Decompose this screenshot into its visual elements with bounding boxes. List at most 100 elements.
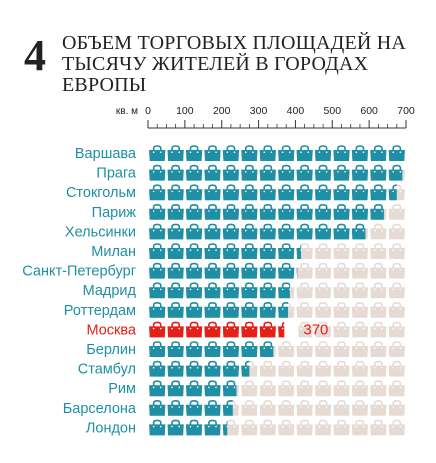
background-bag-icon [296, 380, 313, 397]
bag-icon [204, 204, 221, 220]
bag-icon [259, 243, 276, 259]
bag-icon [259, 164, 276, 181]
background-bag-icon [333, 282, 350, 299]
background-bag-icon [351, 282, 369, 299]
background-bag-icon [370, 321, 387, 338]
x-tick-label: 300 [250, 105, 268, 117]
chart-row: Рим [108, 380, 405, 397]
highlight-bag-icon [149, 321, 166, 338]
value-bar [149, 184, 397, 201]
bag-icon [278, 184, 295, 201]
bag-icon [167, 243, 184, 259]
bag-icon [185, 282, 203, 299]
bag-icon [149, 164, 166, 181]
highlight-bag-icon [222, 321, 240, 338]
bag-icon [296, 223, 313, 240]
bag-icon [333, 184, 350, 201]
value-bar [149, 341, 274, 357]
bag-icon [278, 204, 295, 220]
bag-icon [204, 164, 221, 181]
bag-icon [278, 301, 289, 318]
bag-icon [222, 262, 240, 279]
category-label: Барселона [63, 401, 137, 417]
value-bar [149, 223, 366, 240]
bag-icon [296, 145, 313, 161]
background-bag-icon [241, 380, 258, 397]
bag-icon [167, 184, 184, 201]
highlight-bag-icon [259, 321, 276, 338]
chart-row: Стокгольм [66, 184, 405, 201]
bag-icon [204, 380, 221, 397]
x-tick-label: 100 [176, 105, 194, 117]
bag-icon [149, 223, 166, 240]
bag-icon [296, 184, 313, 201]
background-bag-icon [388, 341, 405, 357]
chart-row: Берлин [86, 341, 405, 358]
background-bag-icon [388, 399, 405, 416]
bag-icon [333, 204, 350, 220]
background-bag-icon [259, 399, 276, 416]
bag-icon [222, 184, 240, 201]
bag-icon [241, 341, 258, 357]
chart-row: Лондон [86, 419, 405, 436]
bag-icon [204, 341, 221, 357]
value-bar [149, 282, 290, 299]
bag-icon [185, 243, 203, 259]
bag-icon [222, 282, 240, 299]
category-label: Москва [86, 322, 136, 338]
bag-icon [278, 282, 290, 299]
background-bag-icon [278, 380, 295, 397]
background-bag-icon [259, 419, 276, 436]
bag-icon [278, 164, 295, 181]
bag-icon [278, 262, 295, 279]
bag-icon [222, 380, 237, 397]
chart-row: Стамбул [78, 360, 405, 378]
value-label: 370 [303, 321, 328, 338]
background-bag-icon [278, 341, 295, 357]
value-bar [149, 145, 405, 161]
background-bag-icon [370, 399, 387, 416]
background-bag-icon [388, 282, 405, 299]
bag-icon [149, 145, 166, 161]
bag-icon [259, 262, 276, 279]
background-bag-icon [333, 399, 350, 416]
bag-icon [167, 262, 184, 279]
bag-icon [259, 145, 276, 161]
background-bag-icon [278, 419, 295, 436]
highlight-bag-icon [167, 321, 184, 338]
bag-icon [370, 204, 384, 220]
background-bag-icon [314, 301, 332, 318]
bag-icon [222, 204, 240, 220]
bag-icon [241, 145, 258, 161]
background-bag-icon [333, 341, 350, 357]
bag-icon [222, 145, 240, 161]
bag-icon [149, 399, 166, 416]
bag-icon [241, 262, 258, 279]
bag-icon [167, 419, 184, 436]
bag-icon [167, 145, 184, 161]
bag-icon [167, 341, 184, 357]
bag-icon [241, 184, 258, 201]
bag-icon [149, 360, 166, 377]
background-bag-icon [370, 243, 387, 259]
bag-icon [314, 145, 332, 161]
bag-icon [278, 243, 295, 259]
bag-icon [185, 399, 203, 416]
background-bag-icon [370, 380, 387, 397]
background-bag-icon [370, 301, 387, 318]
bag-icon [241, 360, 250, 377]
background-bag-icon [296, 419, 313, 436]
background-bag-icon [314, 243, 332, 259]
bag-icon [167, 301, 184, 318]
bag-icon [185, 164, 203, 181]
bag-icon [204, 262, 221, 279]
bag-icon [259, 184, 276, 201]
bag-icon [370, 164, 387, 181]
value-bar [149, 262, 298, 279]
chart-row: Париж [92, 204, 405, 221]
bag-icon [149, 301, 166, 318]
background-bag-icon [388, 243, 405, 259]
highlight-bag-icon [241, 321, 258, 338]
bag-icon [333, 164, 350, 181]
